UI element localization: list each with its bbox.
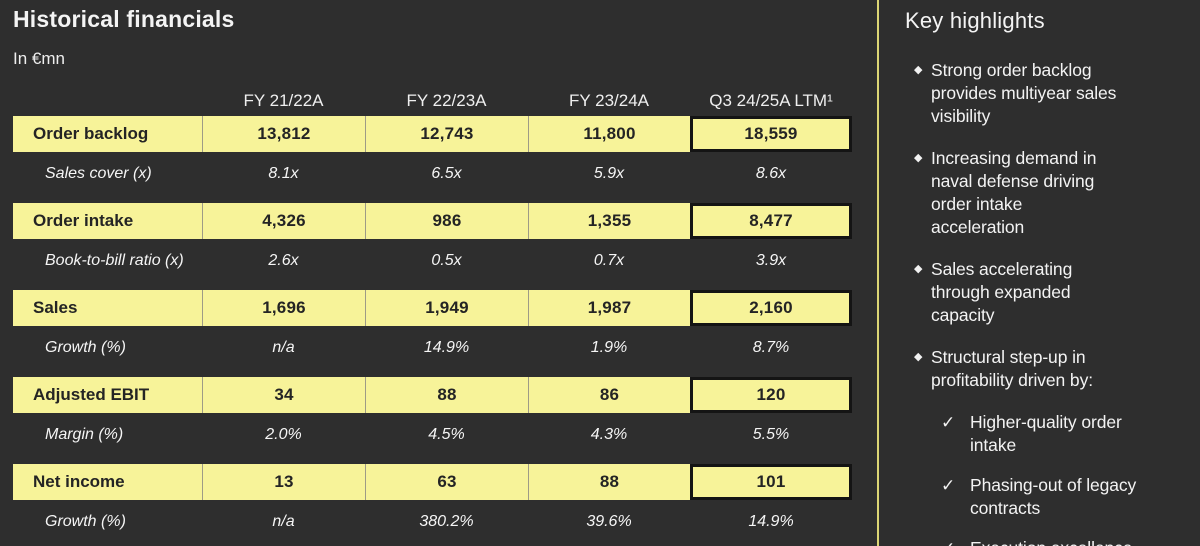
cell-subvalue-ltm: 8.6x [755,165,787,182]
sub-list-item: ✓ Execution excellence [941,537,1189,546]
financials-table: FY 21/22A FY 22/23A FY 23/24A Q3 24/25A … [13,86,852,536]
vertical-divider [877,0,879,546]
cell-value: 1,987 [528,290,690,326]
cell-value: 1,949 [365,290,528,326]
subrow-label: Book-to-bill ratio (x) [45,252,184,269]
cell-value: 88 [528,464,690,500]
cell-value-ltm: 120 [690,377,852,413]
list-item: ◆ Sales accelerating through expanded ca… [905,258,1189,327]
cell-subvalue: 14.9% [423,339,470,356]
bullet-text: Sales accelerating through expanded capa… [931,259,1073,325]
table-header-row: FY 21/22A FY 22/23A FY 23/24A Q3 24/25A … [13,86,852,116]
cell-value: 986 [365,203,528,239]
bullet-text: Increasing demand in naval defense drivi… [931,148,1097,237]
column-header-fy2324: FY 23/24A [568,91,650,110]
table-row-sales: Sales 1,696 1,949 1,987 2,160 [13,290,852,326]
table-row-adjusted-ebit: Adjusted EBIT 34 88 86 120 [13,377,852,413]
cell-value-ltm: 18,559 [690,116,852,152]
cell-subvalue: 0.7x [593,252,625,269]
highlights-list: ◆ Strong order backlog provides multiyea… [905,59,1189,546]
row-label: Net income [13,464,202,500]
cell-subvalue: n/a [272,339,295,356]
table-row-order-intake: Order intake 4,326 986 1,355 8,477 [13,203,852,239]
diamond-bullet-icon: ◆ [914,351,923,363]
cell-value: 1,696 [202,290,365,326]
cell-value: 34 [202,377,365,413]
cell-subvalue: 380.2% [419,513,474,530]
cell-subvalue-ltm: 14.9% [748,513,794,530]
subrow-label: Growth (%) [45,513,126,530]
subrow-label: Margin (%) [45,426,124,443]
column-header-fy2122: FY 21/22A [243,91,324,110]
column-header-fy2223: FY 22/23A [406,91,487,110]
cell-subvalue: 1.9% [590,339,628,356]
cell-value: 11,800 [528,116,690,152]
bullet-text: Execution excellence [970,537,1133,546]
column-header-q32425-ltm: Q3 24/25A LTM¹ [709,91,833,110]
sub-list-item: ✓ Phasing-out of legacy contracts [941,474,1189,520]
table-row-order-backlog: Order backlog 13,812 12,743 11,800 18,55… [13,116,852,152]
list-item: ◆ Increasing demand in naval defense dri… [905,147,1189,239]
table-subrow-sales-cover: Sales cover (x) 8.1x 6.5x 5.9x 8.6x [13,160,852,188]
subrow-label: Growth (%) [45,339,126,356]
table-subrow-sales-growth: Growth (%) n/a 14.9% 1.9% 8.7% [13,334,852,362]
subrow-label: Sales cover (x) [45,165,152,182]
cell-value: 12,743 [365,116,528,152]
unit-label: In €mn [13,49,65,68]
cell-subvalue: 4.3% [590,426,628,443]
list-item: ◆ Strong order backlog provides multiyea… [905,59,1189,128]
page-title: Historical financials [13,6,235,32]
list-item: ◆ Structural step-up in profitability dr… [905,346,1189,392]
diamond-bullet-icon: ◆ [914,64,923,76]
cell-value-ltm: 8,477 [690,203,852,239]
cell-value: 63 [365,464,528,500]
cell-subvalue: 0.5x [431,252,462,269]
cell-subvalue: n/a [272,513,295,530]
cell-subvalue: 2.6x [268,252,299,269]
highlights-title: Key highlights [905,8,1045,33]
cell-value: 4,326 [202,203,365,239]
row-label: Adjusted EBIT [13,377,202,413]
check-bullet-icon: ✓ [941,537,970,546]
check-bullet-icon: ✓ [941,476,956,495]
sub-list-item: ✓ Higher-quality order intake [941,411,1189,457]
table-subrow-book-to-bill: Book-to-bill ratio (x) 2.6x 0.5x 0.7x 3.… [13,247,852,275]
cell-subvalue: 8.1x [268,165,299,182]
cell-value: 86 [528,377,690,413]
key-highlights-panel: Key highlights ◆ Strong order backlog pr… [905,8,1189,546]
cell-subvalue-ltm: 3.9x [755,252,787,269]
cell-subvalue: 6.5x [431,165,462,182]
cell-subvalue-ltm: 8.7% [752,339,790,356]
row-label: Order backlog [13,116,202,152]
cell-subvalue-ltm: 5.5% [752,426,790,443]
table-subrow-net-income-growth: Growth (%) n/a 380.2% 39.6% 14.9% [13,508,852,536]
bullet-text: Higher-quality order intake [970,412,1122,455]
column-header-spacer [13,86,202,116]
bullet-text: Phasing-out of legacy contracts [970,475,1137,518]
cell-value-ltm: 2,160 [690,290,852,326]
diamond-bullet-icon: ◆ [914,152,923,164]
cell-value: 13,812 [202,116,365,152]
bullet-text: Strong order backlog provides multiyear … [931,60,1117,126]
table-row-net-income: Net income 13 63 88 101 [13,464,852,500]
bullet-text: Structural step-up in profitability driv… [931,347,1093,390]
cell-value-ltm: 101 [690,464,852,500]
cell-subvalue: 4.5% [428,426,465,443]
cell-value: 13 [202,464,365,500]
cell-value: 1,355 [528,203,690,239]
row-label: Order intake [13,203,202,239]
cell-subvalue: 39.6% [586,513,632,530]
cell-subvalue: 5.9x [593,165,625,182]
table-subrow-ebit-margin: Margin (%) 2.0% 4.5% 4.3% 5.5% [13,421,852,449]
check-bullet-icon: ✓ [941,413,956,432]
cell-value: 88 [365,377,528,413]
diamond-bullet-icon: ◆ [914,263,923,275]
row-label: Sales [13,290,202,326]
cell-subvalue: 2.0% [265,426,302,443]
